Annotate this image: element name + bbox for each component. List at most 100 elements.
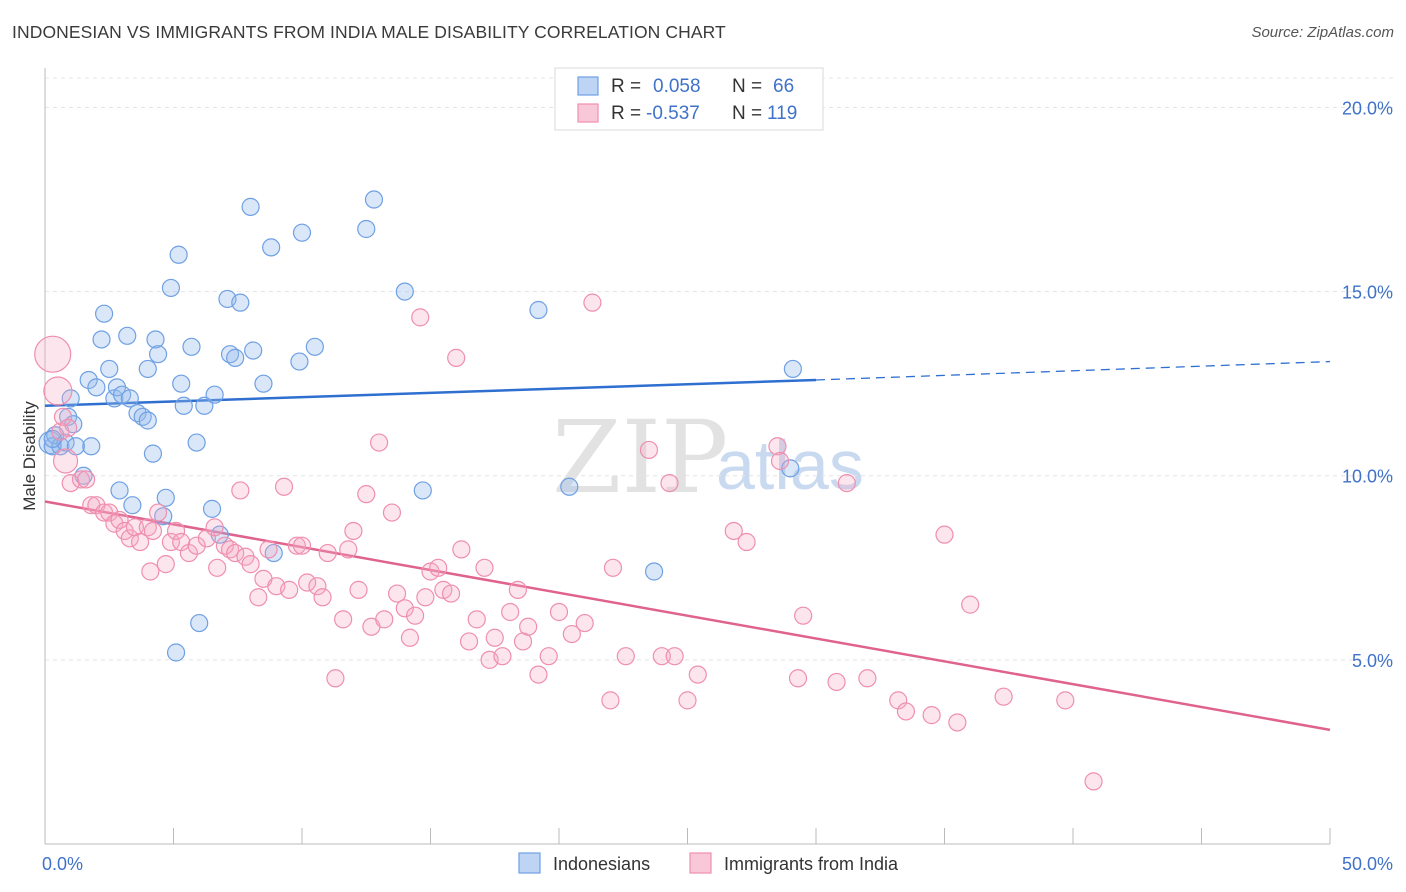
trend-line-indonesians [44, 378, 817, 408]
point-indonesians [79, 370, 98, 390]
point-indonesians [254, 374, 273, 393]
point-india [141, 562, 160, 581]
point-indonesians [82, 437, 101, 456]
point-india [382, 503, 402, 522]
point-india [616, 647, 635, 666]
point-india [994, 687, 1013, 706]
legend-r-value-1: 0.058 [653, 76, 701, 97]
point-india [549, 602, 569, 622]
point-indonesians [100, 359, 119, 379]
point-india [501, 602, 520, 622]
point-india [334, 610, 353, 629]
point-india [529, 665, 548, 684]
chart-source: Source: ZipAtlas.com [1251, 24, 1394, 41]
point-indonesians [138, 359, 157, 379]
point-india [179, 543, 199, 563]
point-indonesians [781, 459, 800, 478]
point-india [519, 617, 538, 636]
point-indonesians [292, 223, 312, 242]
point-india [226, 543, 245, 563]
point-india [387, 584, 407, 603]
point-india [43, 376, 73, 406]
point-india [562, 624, 581, 644]
point-india [858, 669, 877, 688]
point-indonesians [231, 293, 250, 312]
point-india [601, 691, 620, 710]
trend-lines [44, 360, 1331, 732]
point-india [208, 558, 227, 577]
trend-line-indonesians-extension [815, 360, 1331, 381]
legend-label-indonesians: Indonesians [553, 854, 650, 874]
point-india [120, 529, 139, 548]
point-india [467, 610, 486, 629]
point-indonesians [95, 304, 114, 323]
point-indonesians [290, 352, 309, 371]
point-india [405, 606, 425, 625]
legend-n-value-1: 66 [773, 76, 794, 97]
point-indonesians [166, 643, 186, 662]
legend-swatch-india [689, 852, 712, 874]
point-india [459, 632, 479, 651]
point-india [313, 588, 332, 607]
point-indonesians [118, 326, 137, 345]
point-india [187, 536, 206, 555]
point-india [794, 606, 813, 625]
legend-n-value-2: 119 [767, 103, 797, 124]
point-indonesians [156, 488, 175, 507]
point-indonesians [169, 245, 188, 264]
point-india [287, 536, 306, 555]
point-indonesians [262, 238, 281, 257]
point-indonesians [364, 190, 384, 209]
point-india [52, 448, 79, 474]
watermark-atlas: atlas [716, 426, 864, 504]
point-indonesians [644, 562, 664, 581]
point-india [34, 335, 72, 373]
point-indonesians [241, 197, 260, 216]
point-india [485, 628, 504, 647]
point-india [948, 713, 967, 732]
point-india [493, 647, 512, 666]
point-india [110, 510, 129, 530]
point-indonesians [413, 481, 432, 500]
point-india [678, 691, 697, 710]
point-indonesians [161, 278, 181, 298]
point-india [441, 584, 461, 603]
point-india [395, 599, 414, 618]
point-india [896, 702, 916, 721]
point-indonesians [395, 282, 414, 301]
stats-legend: R = 0.058 N = 66 R = -0.537 N = 119 [554, 67, 824, 131]
point-india [344, 521, 363, 541]
point-indonesians [143, 444, 163, 463]
point-indonesians [43, 429, 62, 449]
data-points [34, 190, 1103, 791]
point-india [249, 588, 268, 607]
point-indonesians [190, 613, 209, 633]
point-indonesians [138, 411, 157, 430]
point-india [665, 647, 684, 666]
trend-line-india [44, 500, 1331, 732]
point-india [922, 706, 941, 725]
point-india [53, 407, 73, 426]
y-tick-label: 15.0% [1342, 283, 1393, 303]
point-india [166, 521, 186, 541]
point-india [205, 518, 224, 537]
point-india [318, 543, 337, 563]
point-india [156, 555, 175, 574]
point-india [770, 451, 790, 471]
point-india [603, 558, 623, 577]
chart-title: INDONESIAN VS IMMIGRANTS FROM INDIA MALE… [12, 22, 726, 42]
legend-label-india: Immigrants from India [724, 854, 899, 874]
point-indonesians [560, 477, 579, 496]
x-tick-label: 0.0% [42, 854, 83, 874]
point-india [71, 470, 91, 489]
point-india [788, 669, 808, 688]
point-india [280, 580, 299, 599]
point-india [660, 473, 679, 493]
point-india [349, 580, 368, 599]
point-india [143, 521, 163, 541]
point-india [231, 481, 250, 500]
point-india [100, 503, 119, 522]
point-india [292, 536, 312, 555]
point-india [639, 440, 659, 460]
point-india [1084, 772, 1103, 791]
